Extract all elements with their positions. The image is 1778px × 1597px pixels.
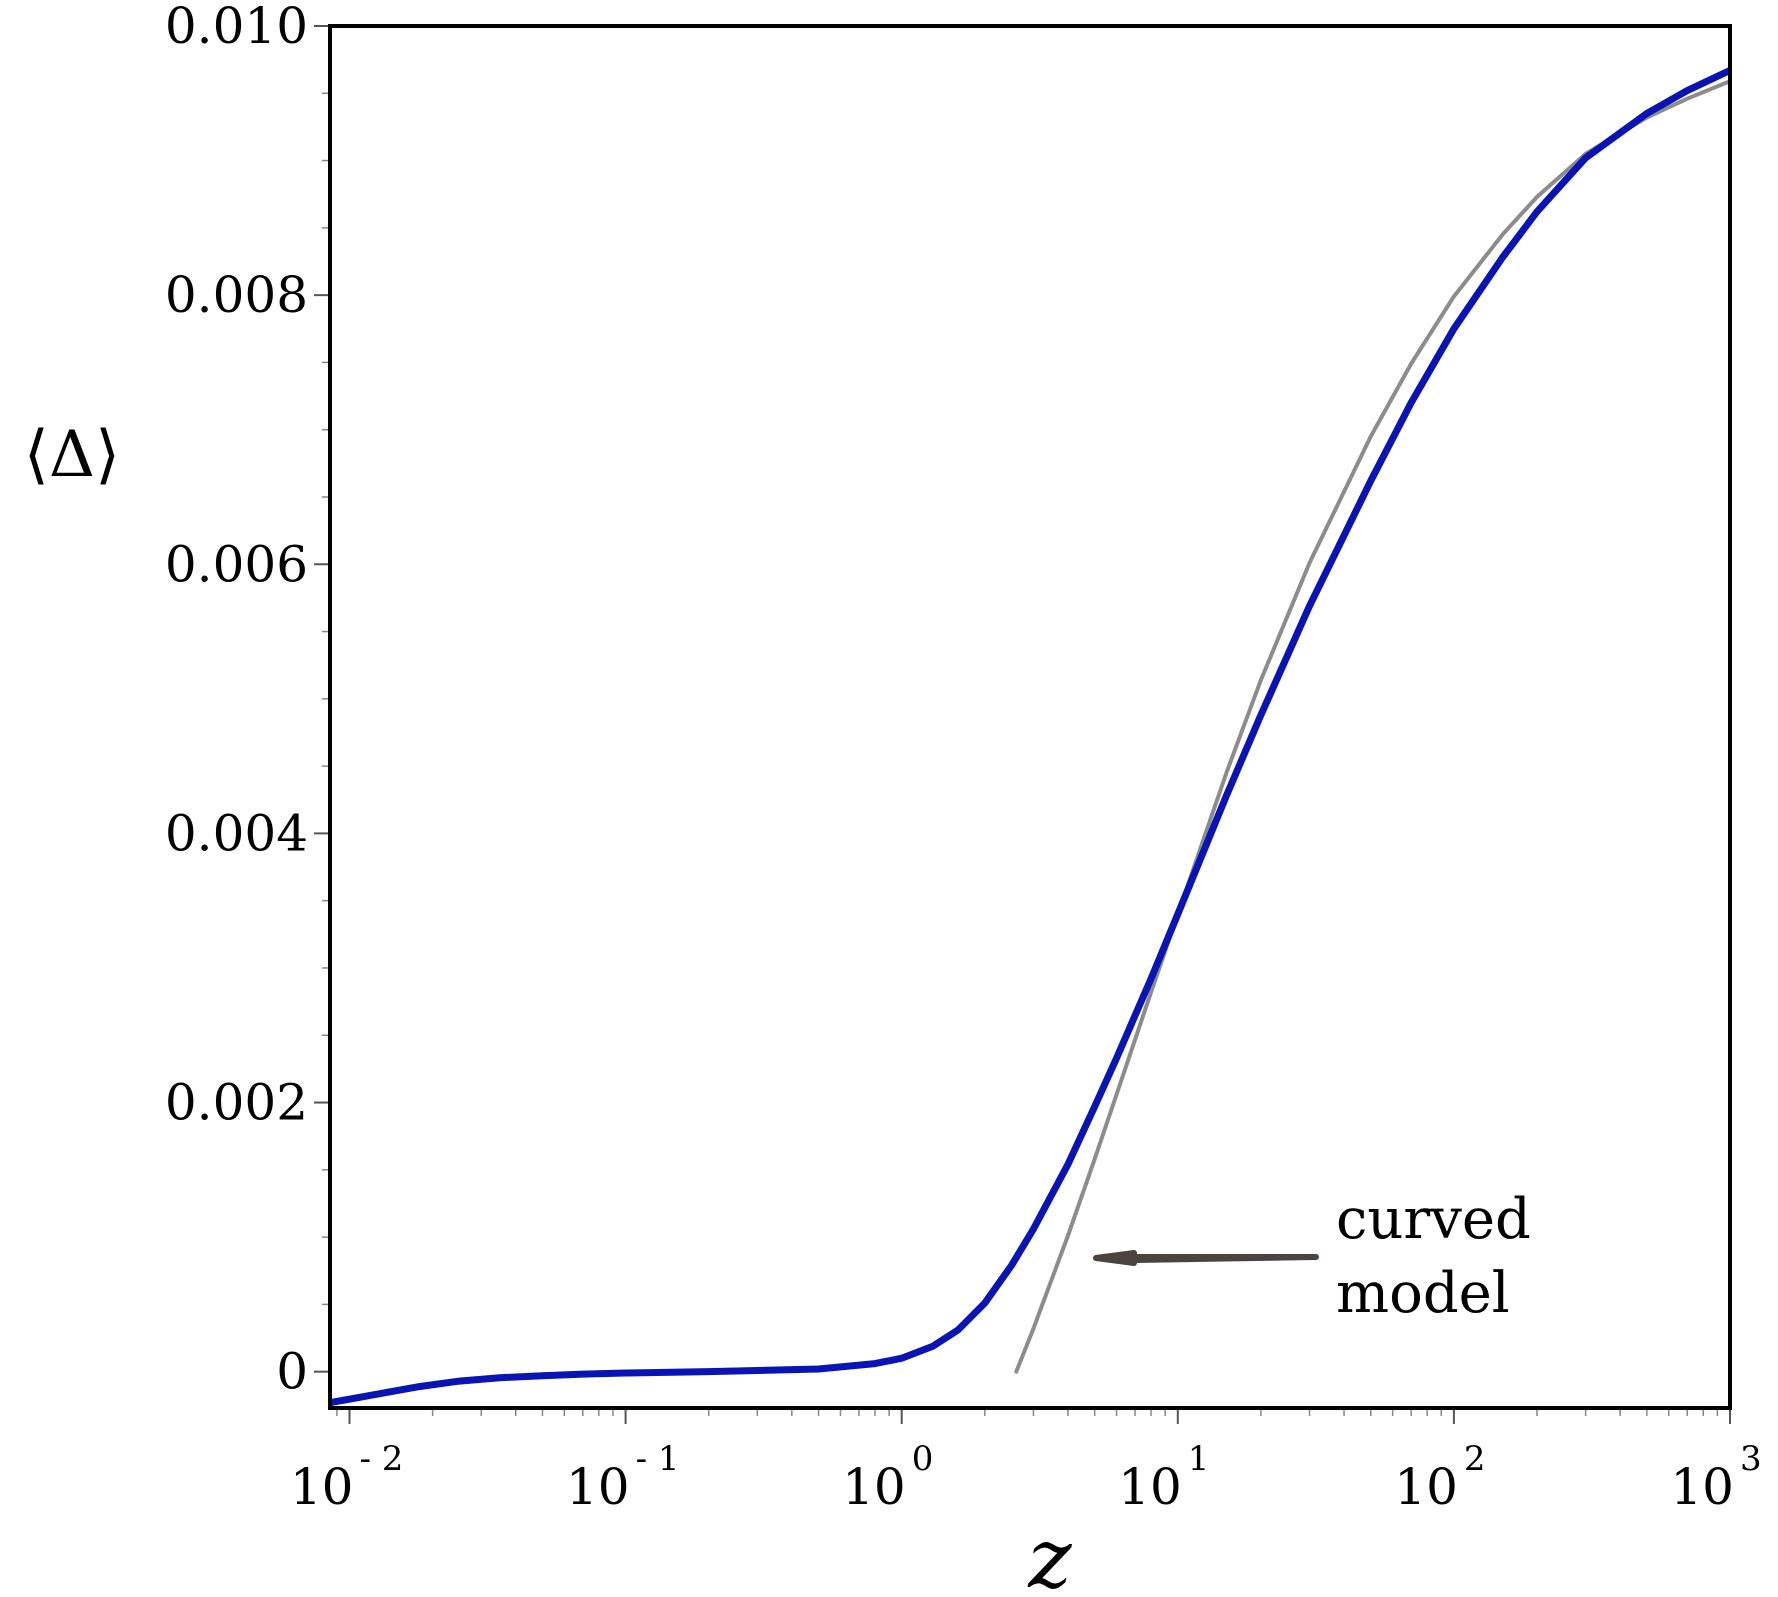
x-tick-label-base: 10 — [1670, 1458, 1734, 1516]
x-tick-label-exponent: 0 — [912, 1439, 934, 1479]
y-tick-label: 0 — [276, 1343, 308, 1401]
series-layer — [330, 66, 1730, 1407]
y-axis-label: ⟨Δ⟩ — [24, 418, 120, 492]
x-tick-label-base: 10 — [566, 1458, 630, 1516]
y-tick-label: 0.006 — [165, 535, 308, 593]
y-tick-label: 0.010 — [165, 0, 308, 55]
major-ticks — [314, 25, 1731, 1424]
y-tick-label: 0.008 — [165, 266, 308, 324]
plot-frame — [328, 24, 1732, 1410]
x-tick-label-exponent: - 1 — [636, 1439, 680, 1479]
y-tick-label: 0.002 — [165, 1074, 308, 1132]
annotation-curved-model: curved model — [1093, 1187, 1531, 1326]
annotation-line-1: curved — [1336, 1187, 1531, 1252]
series-line-model — [1014, 79, 1730, 1374]
x-tick-label-exponent: 3 — [1740, 1439, 1762, 1479]
x-axis-label: z — [1027, 1512, 1072, 1597]
x-tick-label-exponent: - 2 — [359, 1439, 403, 1479]
x-tick-label-exponent: 2 — [1464, 1439, 1486, 1479]
y-tick-labels: 0 0.002 0.004 0.006 0.008 0.010 — [165, 0, 308, 1401]
x-tick-label-base: 10 — [290, 1458, 354, 1516]
x-tick-label-base: 10 — [842, 1458, 906, 1516]
annotation-arrow — [1093, 1250, 1319, 1266]
x-tick-label-exponent: 1 — [1188, 1439, 1210, 1479]
x-tick-labels: 10- 2 10- 1 10 0 10 1 10 2 10 3 — [290, 1439, 1762, 1516]
annotation-line-2: model — [1336, 1261, 1510, 1326]
y-tick-label: 0.004 — [165, 804, 308, 862]
x-tick-label-base: 10 — [1394, 1458, 1458, 1516]
x-tick-label-base: 10 — [1118, 1458, 1182, 1516]
series-line-blue — [330, 66, 1730, 1407]
